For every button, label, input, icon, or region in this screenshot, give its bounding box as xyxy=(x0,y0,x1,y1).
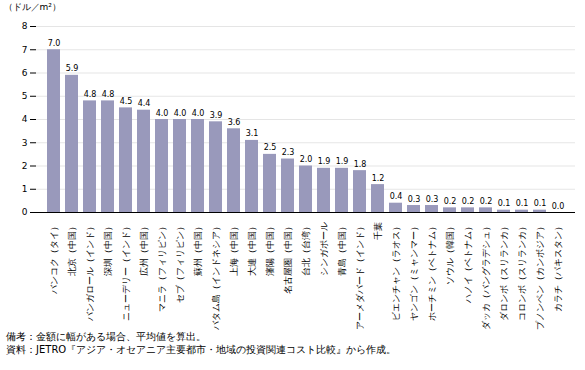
svg-text:3.6: 3.6 xyxy=(228,118,241,127)
svg-text:バンガロール（インド）: バンガロール（インド） xyxy=(85,222,95,322)
svg-text:マニラ（フィリピン）: マニラ（フィリピン） xyxy=(157,222,167,312)
svg-text:1.8: 1.8 xyxy=(354,160,367,169)
svg-text:バタム島（インドネシア）: バタム島（インドネシア） xyxy=(211,222,221,331)
svg-text:0.3: 0.3 xyxy=(408,195,421,204)
svg-text:8: 8 xyxy=(22,21,28,31)
svg-text:アーメダバード（インド）: アーメダバード（インド） xyxy=(355,222,365,330)
svg-text:名古屋圏（中国）: 名古屋圏（中国） xyxy=(283,222,293,294)
svg-text:3.1: 3.1 xyxy=(246,129,259,138)
svg-text:1.2: 1.2 xyxy=(372,174,385,183)
svg-text:0.4: 0.4 xyxy=(390,192,403,201)
svg-text:4: 4 xyxy=(22,114,28,124)
svg-text:大連（中国）: 大連（中国） xyxy=(247,222,257,276)
svg-text:ビエンチャン（ラオス）: ビエンチャン（ラオス） xyxy=(391,222,401,321)
svg-text:5: 5 xyxy=(22,91,28,101)
svg-text:広州（中国）: 広州（中国） xyxy=(139,222,149,276)
svg-text:青島（中国）: 青島（中国） xyxy=(337,222,347,276)
html-text:資料：JETRO『アジア・オセアニア主要都市・地域の投資関連: 資料：JETRO『アジア・オセアニア主要都市・地域の投資関連コスト比較』から作成… xyxy=(6,344,397,355)
svg-text:4.5: 4.5 xyxy=(120,97,133,106)
svg-text:蘇州（中国）: 蘇州（中国） xyxy=(193,222,203,276)
svg-text:7: 7 xyxy=(22,45,28,55)
svg-text:（ドル／m²）: （ドル／m²） xyxy=(4,2,61,12)
svg-text:バンコク（タイ）: バンコク（タイ） xyxy=(49,222,59,295)
svg-text:0.1: 0.1 xyxy=(516,199,529,208)
svg-text:2: 2 xyxy=(22,161,28,171)
svg-text:ヤンゴン（ミャンマー）: ヤンゴン（ミャンマー） xyxy=(409,222,419,321)
svg-text:4.4: 4.4 xyxy=(138,99,151,108)
svg-text:0.2: 0.2 xyxy=(462,197,475,206)
svg-text:北京（中国）: 北京（中国） xyxy=(67,222,77,276)
svg-text:6: 6 xyxy=(22,68,28,78)
svg-text:セブ（フィリピン）: セブ（フィリピン） xyxy=(175,222,185,303)
svg-text:0.1: 0.1 xyxy=(498,199,511,208)
svg-text:4.8: 4.8 xyxy=(102,90,115,99)
svg-text:4.8: 4.8 xyxy=(84,90,97,99)
svg-text:深圳（中国）: 深圳（中国） xyxy=(103,222,113,276)
svg-text:ソウル（韓国）: ソウル（韓国） xyxy=(445,222,455,285)
svg-text:4.0: 4.0 xyxy=(156,109,169,118)
svg-text:ホーチミン（ベトナム）: ホーチミン（ベトナム） xyxy=(427,222,437,321)
svg-text:シンガポール: シンガポール xyxy=(319,222,329,276)
svg-text:0.3: 0.3 xyxy=(426,195,439,204)
svg-text:千葉: 千葉 xyxy=(373,222,383,240)
svg-text:0.0: 0.0 xyxy=(552,202,565,211)
svg-text:3.9: 3.9 xyxy=(210,111,223,120)
svg-text:1.9: 1.9 xyxy=(336,157,349,166)
svg-text:上海（中国）: 上海（中国） xyxy=(229,222,239,276)
html-text:備考：金額に幅がある場合、平均値を算出。: 備考：金額に幅がある場合、平均値を算出。 xyxy=(6,331,206,342)
svg-text:0.2: 0.2 xyxy=(480,197,493,206)
svg-text:ダッカ（バングラデシュ）: ダッカ（バングラデシュ） xyxy=(481,222,491,330)
svg-text:1.9: 1.9 xyxy=(318,157,331,166)
svg-text:カラチ（パキスタン）: カラチ（パキスタン） xyxy=(553,222,563,312)
svg-text:台北（台湾）: 台北（台湾） xyxy=(301,222,311,276)
svg-text:2.0: 2.0 xyxy=(300,155,313,164)
svg-text:2.5: 2.5 xyxy=(264,143,277,152)
svg-text:コロンボ（スリランカ）: コロンボ（スリランカ） xyxy=(517,222,527,321)
svg-text:プノンペン（カンボジア）: プノンペン（カンボジア） xyxy=(535,222,545,330)
svg-text:瀋陽（中国）: 瀋陽（中国） xyxy=(265,222,275,276)
svg-text:2.3: 2.3 xyxy=(282,148,295,157)
svg-text:ハノイ（ベトナム）: ハノイ（ベトナム） xyxy=(463,222,473,304)
svg-text:0: 0 xyxy=(22,207,28,217)
svg-text:0.1: 0.1 xyxy=(534,199,547,208)
svg-text:4.0: 4.0 xyxy=(174,109,187,118)
svg-text:ダロンボ（スリランカ）: ダロンボ（スリランカ） xyxy=(499,222,509,321)
svg-text:3: 3 xyxy=(22,138,28,148)
svg-text:5.9: 5.9 xyxy=(66,64,79,73)
svg-text:4.0: 4.0 xyxy=(192,109,205,118)
svg-text:0.2: 0.2 xyxy=(444,197,457,206)
svg-text:7.0: 7.0 xyxy=(48,39,61,48)
svg-text:ニューデリー（インド）: ニューデリー（インド） xyxy=(121,222,131,321)
svg-text:1: 1 xyxy=(22,184,28,194)
